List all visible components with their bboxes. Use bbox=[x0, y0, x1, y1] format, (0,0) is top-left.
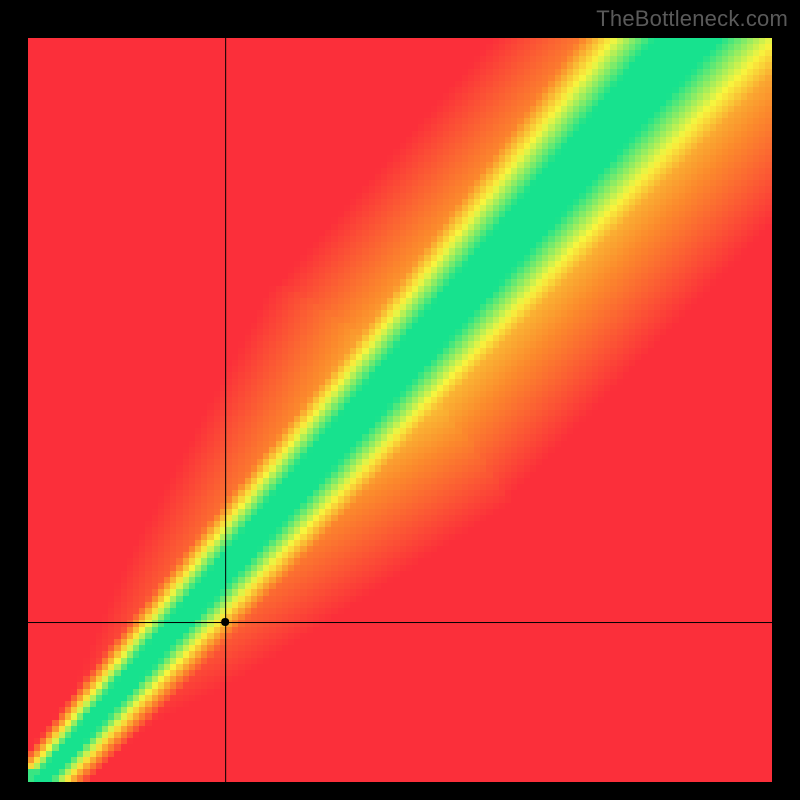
plot-area bbox=[28, 38, 772, 782]
chart-frame: TheBottleneck.com bbox=[0, 0, 800, 800]
bottleneck-heatmap bbox=[28, 38, 772, 782]
attribution-label: TheBottleneck.com bbox=[596, 6, 788, 32]
